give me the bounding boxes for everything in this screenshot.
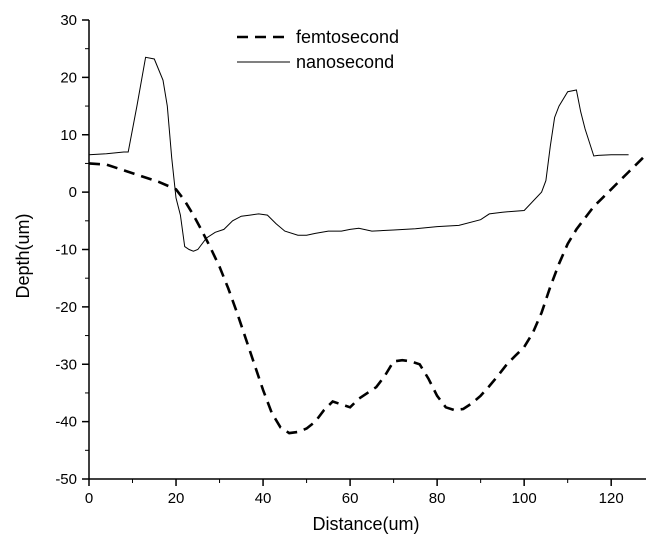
- x-tick-label: 100: [512, 490, 537, 507]
- y-tick-label: -40: [55, 414, 77, 431]
- x-tick-label: 120: [599, 490, 624, 507]
- x-axis-title: Distance(um): [312, 514, 419, 534]
- series-line-nanosecond: [88, 56, 629, 252]
- y-axis-title: Depth(um): [13, 213, 33, 298]
- y-axis-ticks: 30 20 10 0 -10 -20 -30 -40 -50: [55, 12, 89, 488]
- x-tick-label: 80: [429, 490, 446, 507]
- x-tick-label: 60: [342, 490, 359, 507]
- y-tick-label: 10: [60, 127, 77, 144]
- plot-area: [88, 56, 646, 435]
- y-tick-label: 30: [60, 12, 77, 29]
- y-tick-label: -50: [55, 471, 77, 488]
- legend-label-nanosecond: nanosecond: [296, 52, 394, 72]
- x-tick-label: 40: [255, 490, 272, 507]
- legend-label-femtosecond: femtosecond: [296, 27, 399, 47]
- legend: femtosecond nanosecond: [237, 27, 399, 72]
- y-tick-label: -30: [55, 356, 77, 373]
- series-line-femtosecond: [88, 153, 646, 435]
- y-tick-label: 0: [69, 184, 77, 201]
- x-tick-label: 0: [85, 490, 93, 507]
- y-tick-label: -20: [55, 299, 77, 316]
- y-tick-label: -10: [55, 242, 77, 259]
- y-tick-label: 20: [60, 69, 77, 86]
- x-axis-ticks: 0 20 40 60 80 100 120: [85, 479, 624, 507]
- x-tick-label: 20: [168, 490, 185, 507]
